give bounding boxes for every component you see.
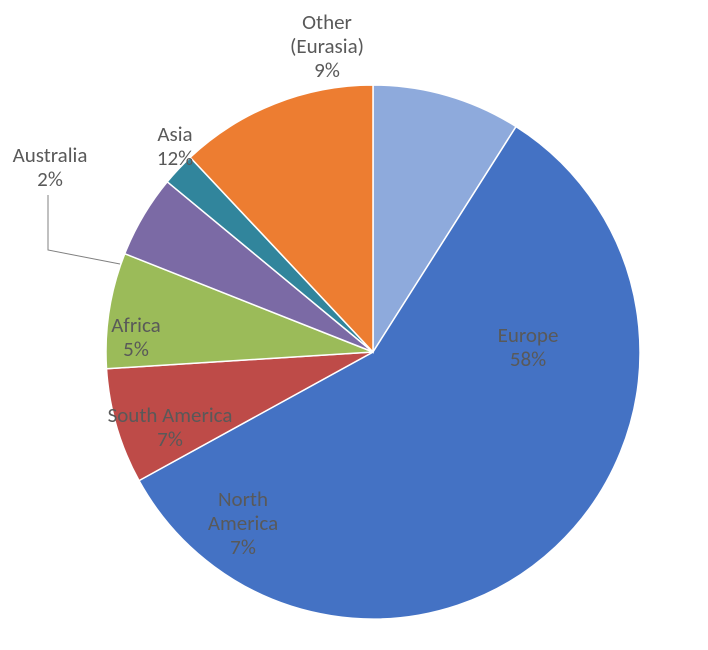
pie-svg xyxy=(0,0,708,650)
leader-australia xyxy=(48,195,120,264)
pie-chart: Other(Eurasia)9%Europe58%NorthAmerica7%S… xyxy=(0,0,708,650)
